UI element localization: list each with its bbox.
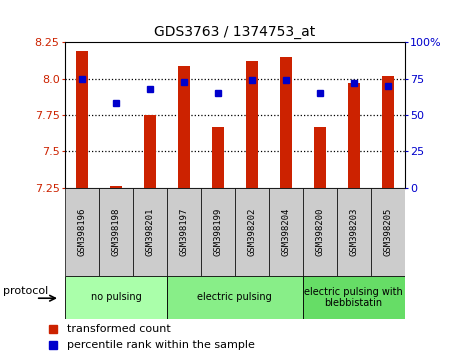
FancyBboxPatch shape [269,188,303,276]
Bar [314,127,325,188]
Text: GSM398199: GSM398199 [213,208,222,256]
Bar [348,83,359,188]
Text: percentile rank within the sample: percentile rank within the sample [67,340,255,350]
Text: GSM398201: GSM398201 [146,208,154,256]
Text: GSM398196: GSM398196 [78,208,86,256]
FancyBboxPatch shape [65,188,99,276]
Text: GSM398205: GSM398205 [383,208,392,256]
FancyBboxPatch shape [303,188,337,276]
FancyBboxPatch shape [201,188,235,276]
Text: GSM398204: GSM398204 [281,208,290,256]
Bar [110,186,122,188]
Bar [144,115,156,188]
FancyBboxPatch shape [371,188,405,276]
FancyBboxPatch shape [337,188,371,276]
Bar [178,66,190,188]
FancyBboxPatch shape [167,276,303,319]
Title: GDS3763 / 1374753_at: GDS3763 / 1374753_at [154,25,315,39]
Text: transformed count: transformed count [67,324,171,333]
Text: GSM398203: GSM398203 [349,208,358,256]
FancyBboxPatch shape [167,188,201,276]
Bar [280,57,292,188]
Text: GSM398198: GSM398198 [112,208,120,256]
Bar [246,61,258,188]
Text: GSM398200: GSM398200 [315,208,324,256]
Bar [212,127,224,188]
Text: electric pulsing: electric pulsing [198,292,272,302]
FancyBboxPatch shape [133,188,167,276]
Text: protocol: protocol [3,286,48,296]
FancyBboxPatch shape [65,276,167,319]
Bar [382,76,393,188]
Text: GSM398197: GSM398197 [179,208,188,256]
Text: GSM398202: GSM398202 [247,208,256,256]
Text: no pulsing: no pulsing [91,292,141,302]
Text: electric pulsing with
blebbistatin: electric pulsing with blebbistatin [304,286,403,308]
FancyBboxPatch shape [235,188,269,276]
FancyBboxPatch shape [99,188,133,276]
Bar [76,51,88,188]
FancyBboxPatch shape [303,276,405,319]
